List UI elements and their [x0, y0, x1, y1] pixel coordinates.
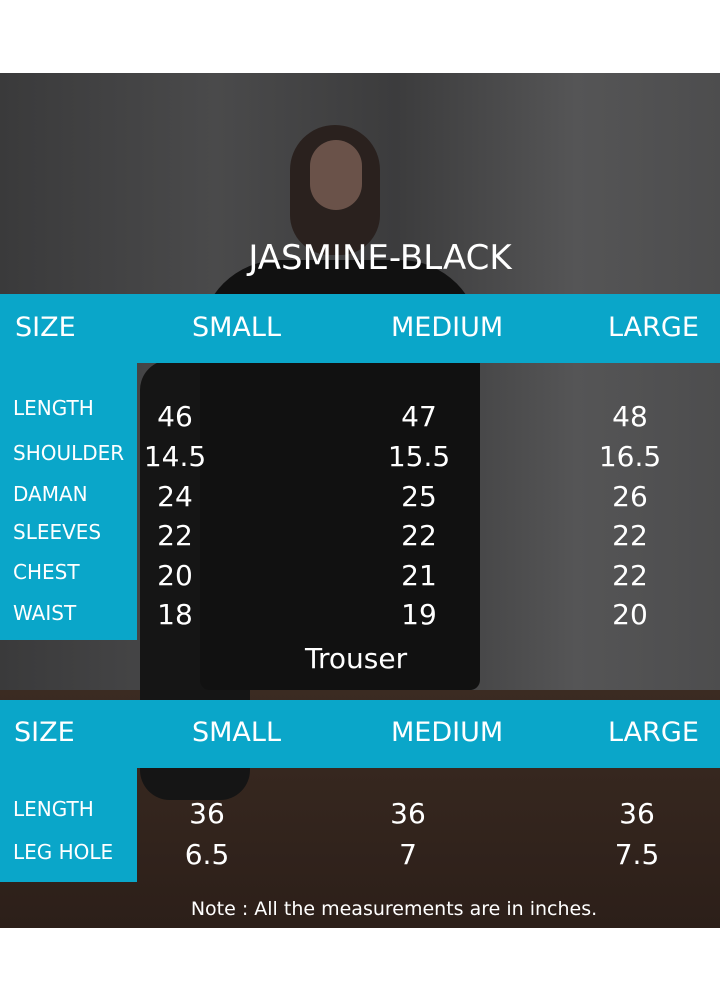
shirt-row-label: SHOULDER — [13, 441, 125, 465]
shirt-row-label: CHEST — [13, 560, 80, 584]
shirt-cell: 48 — [612, 400, 648, 433]
shirt-cell: 22 — [612, 519, 648, 552]
trouser-row-label: LENGTH — [13, 797, 94, 821]
shirt-row-label: DAMAN — [13, 482, 88, 506]
product-title: JASMINE-BLACK — [248, 238, 512, 278]
trouser-header-band — [0, 700, 720, 768]
shirt-cell: 22 — [157, 519, 193, 552]
shirt-cell: 26 — [612, 480, 648, 513]
trouser-cell: 7.5 — [614, 838, 660, 871]
shirt-cell: 19 — [401, 598, 437, 631]
measurement-note: Note : All the measurements are in inche… — [190, 898, 598, 920]
shirt-label-panel — [0, 363, 137, 640]
shirt-cell: 20 — [612, 598, 648, 631]
shirt-header-medium: MEDIUM — [391, 312, 504, 343]
trouser-header-size: SIZE — [14, 717, 75, 748]
shirt-cell: 14.5 — [143, 440, 207, 473]
shirt-row-label: LENGTH — [13, 396, 94, 420]
shirt-cell: 25 — [401, 480, 437, 513]
trouser-header-large: LARGE — [608, 717, 699, 748]
shirt-header-size: SIZE — [15, 312, 76, 343]
shirt-cell: 21 — [401, 559, 437, 592]
trouser-label-panel — [0, 768, 137, 882]
trouser-cell: 6.5 — [184, 838, 230, 871]
shirt-cell: 15.5 — [387, 440, 451, 473]
trouser-row-label: LEG HOLE — [13, 840, 114, 864]
trouser-cell: 36 — [189, 797, 225, 830]
model-face — [310, 140, 362, 210]
shirt-cell: 24 — [157, 480, 193, 513]
shirt-cell: 47 — [401, 400, 437, 433]
shirt-cell: 20 — [157, 559, 193, 592]
shirt-cell: 46 — [157, 400, 193, 433]
trouser-title: Trouser — [305, 642, 408, 675]
trouser-header-medium: MEDIUM — [391, 717, 504, 748]
shirt-row-label: WAIST — [13, 601, 77, 625]
trouser-cell: 36 — [390, 797, 426, 830]
shirt-header-band — [0, 294, 720, 363]
shirt-header-large: LARGE — [608, 312, 699, 343]
shirt-header-small: SMALL — [192, 312, 281, 343]
shirt-cell: 22 — [401, 519, 437, 552]
trouser-cell: 7 — [399, 838, 417, 871]
shirt-cell: 18 — [157, 598, 193, 631]
shirt-row-label: SLEEVES — [13, 520, 102, 544]
trouser-header-small: SMALL — [192, 717, 281, 748]
shirt-cell: 16.5 — [598, 440, 662, 473]
trouser-cell: 36 — [619, 797, 655, 830]
shirt-cell: 22 — [612, 559, 648, 592]
